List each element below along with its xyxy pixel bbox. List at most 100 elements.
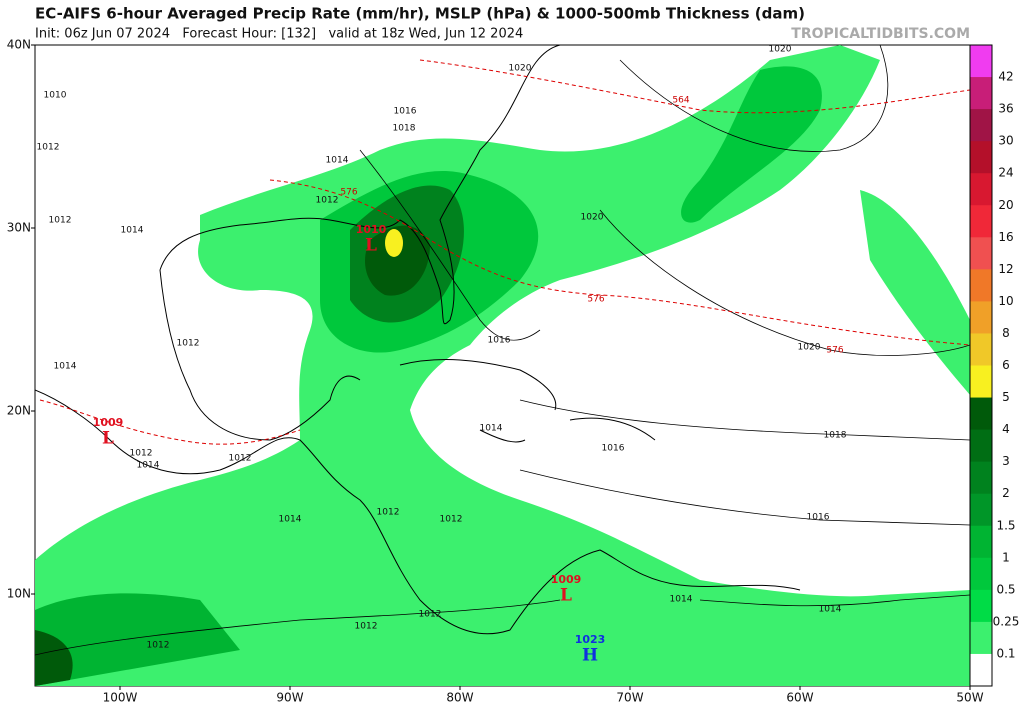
isobar-label: 1018 (824, 431, 847, 441)
title: EC-AIFS 6-hour Averaged Precip Rate (mm/… (35, 5, 805, 23)
colorbar-swatch (970, 621, 992, 655)
colorbar: 42 36 30 24 20 16 12 10 8 6 5 4 3 2 1.5 1 0.5 0.25 0.1 (969, 44, 1020, 687)
colorbar-swatch (970, 205, 992, 238)
colorbar-label: 12 (998, 262, 1013, 276)
lon-label: 100W (103, 691, 138, 705)
island-coast (399, 359, 656, 443)
colorbar-swatch (970, 653, 992, 687)
colorbar-swatch (970, 333, 992, 366)
coastlines (35, 45, 801, 635)
lat-label: 10N (7, 587, 31, 601)
isobar-label: 1012 (130, 449, 153, 459)
isobar-label: 1020 (509, 64, 532, 74)
precip-light (860, 190, 970, 395)
colorbar-label: 0.25 (993, 614, 1020, 628)
colorbar-swatch (970, 173, 992, 206)
isobar-labels: 1010 1012 1012 1014 1012 1014 1016 1018 1014 1012… (37, 45, 847, 651)
colorbar-swatch (970, 525, 992, 559)
center-letter: H (582, 646, 598, 666)
axis-labels: 40N 30N 20N 10N 100W 90W 80W 70W 60W 50W (7, 38, 984, 705)
isobar-label: 1014 (326, 156, 349, 166)
colorbar-label: 20 (998, 198, 1013, 212)
colorbar-label: 2 (1002, 486, 1010, 500)
colorbar-swatch (970, 269, 992, 302)
colorbar-swatch (970, 365, 992, 399)
colorbar-label: 42 (998, 70, 1013, 84)
colorbar-swatch (970, 557, 992, 591)
isobar-label: 1020 (769, 45, 792, 55)
colorbar-swatch (970, 45, 992, 78)
isobar-label: 1018 (393, 124, 416, 134)
center-pressure: 1023 (575, 633, 606, 646)
colorbar-label: 16 (998, 230, 1013, 244)
isobar-label: 1012 (229, 454, 252, 464)
subtitle: Init: 06z Jun 07 2024 Forecast Hour: [13… (35, 27, 523, 42)
coastline (159, 269, 361, 441)
colorbar-swatch (970, 589, 992, 623)
isobar-label: 1012 (419, 610, 442, 620)
colorbar-label: 1 (1002, 550, 1010, 564)
precip-mid (681, 66, 822, 223)
isobar-label: 1014 (670, 595, 693, 605)
center-pressure: 1009 (551, 573, 582, 586)
colorbar-swatch (970, 397, 992, 431)
colorbar-swatch (970, 237, 992, 270)
precip-field (35, 45, 970, 686)
thickness-label: 576 (587, 295, 604, 305)
isobar-label: 1016 (602, 444, 625, 454)
colorbar-label: 6 (1002, 358, 1010, 372)
brand: TROPICALTIDBITS.COM (791, 26, 970, 42)
isobar-label: 1020 (581, 213, 604, 223)
isobar-label: 1012 (49, 216, 72, 226)
thickness-label: 576 (826, 346, 843, 356)
center-letter: L (365, 236, 377, 256)
isobar-label: 1010 (44, 91, 67, 101)
colorbar-swatch (970, 109, 992, 142)
coastline (159, 45, 561, 325)
colorbar-label: 1.5 (996, 518, 1015, 532)
colorbar-label: 24 (998, 166, 1013, 180)
lon-label: 70W (616, 691, 643, 705)
isobar-label: 1012 (147, 641, 170, 651)
colorbar-label: 0.1 (996, 646, 1015, 660)
isobar-label: 1014 (54, 362, 77, 372)
thickness-labels: 564 576 576 576 (340, 96, 843, 356)
colorbar-swatch (970, 429, 992, 463)
colorbar-label: 8 (1002, 326, 1010, 340)
precip-heaviest (365, 225, 430, 296)
colorbar-swatch (970, 461, 992, 495)
isobar-label: 1016 (488, 336, 511, 346)
colorbar-swatch (970, 301, 992, 334)
isobar-label: 1014 (279, 515, 302, 525)
isobar-label: 1014 (137, 461, 160, 471)
isobar-label: 1014 (819, 605, 842, 615)
colorbar-label: 10 (998, 294, 1013, 308)
colorbar-label: 4 (1002, 422, 1010, 436)
lon-label: 50W (956, 691, 983, 705)
isobar-label: 1012 (440, 515, 463, 525)
isobar-label: 1012 (37, 143, 60, 153)
precip-heaviest (35, 630, 73, 686)
thickness-lines (39, 59, 970, 445)
center-pressure: 1010 (356, 223, 387, 236)
colorbar-swatch (970, 77, 992, 110)
lon-label: 80W (446, 691, 473, 705)
thickness-label: 564 (672, 96, 689, 106)
isobar-label: 1012 (177, 339, 200, 349)
lat-label: 20N (7, 404, 31, 418)
colorbar-label: 30 (998, 134, 1013, 148)
isobar-label: 1016 (807, 513, 830, 523)
colorbar-label: 5 (1002, 390, 1010, 404)
colorbar-swatch (970, 493, 992, 527)
colorbar-label: 0.5 (996, 582, 1015, 596)
lat-label: 30N (7, 221, 31, 235)
lon-label: 90W (276, 691, 303, 705)
lon-label: 60W (786, 691, 813, 705)
colorbar-swatch (970, 141, 992, 174)
thickness-label: 576 (340, 188, 357, 198)
isobar-label: 1014 (480, 424, 503, 434)
colorbar-frame (969, 44, 993, 687)
precip-mid (35, 593, 240, 686)
